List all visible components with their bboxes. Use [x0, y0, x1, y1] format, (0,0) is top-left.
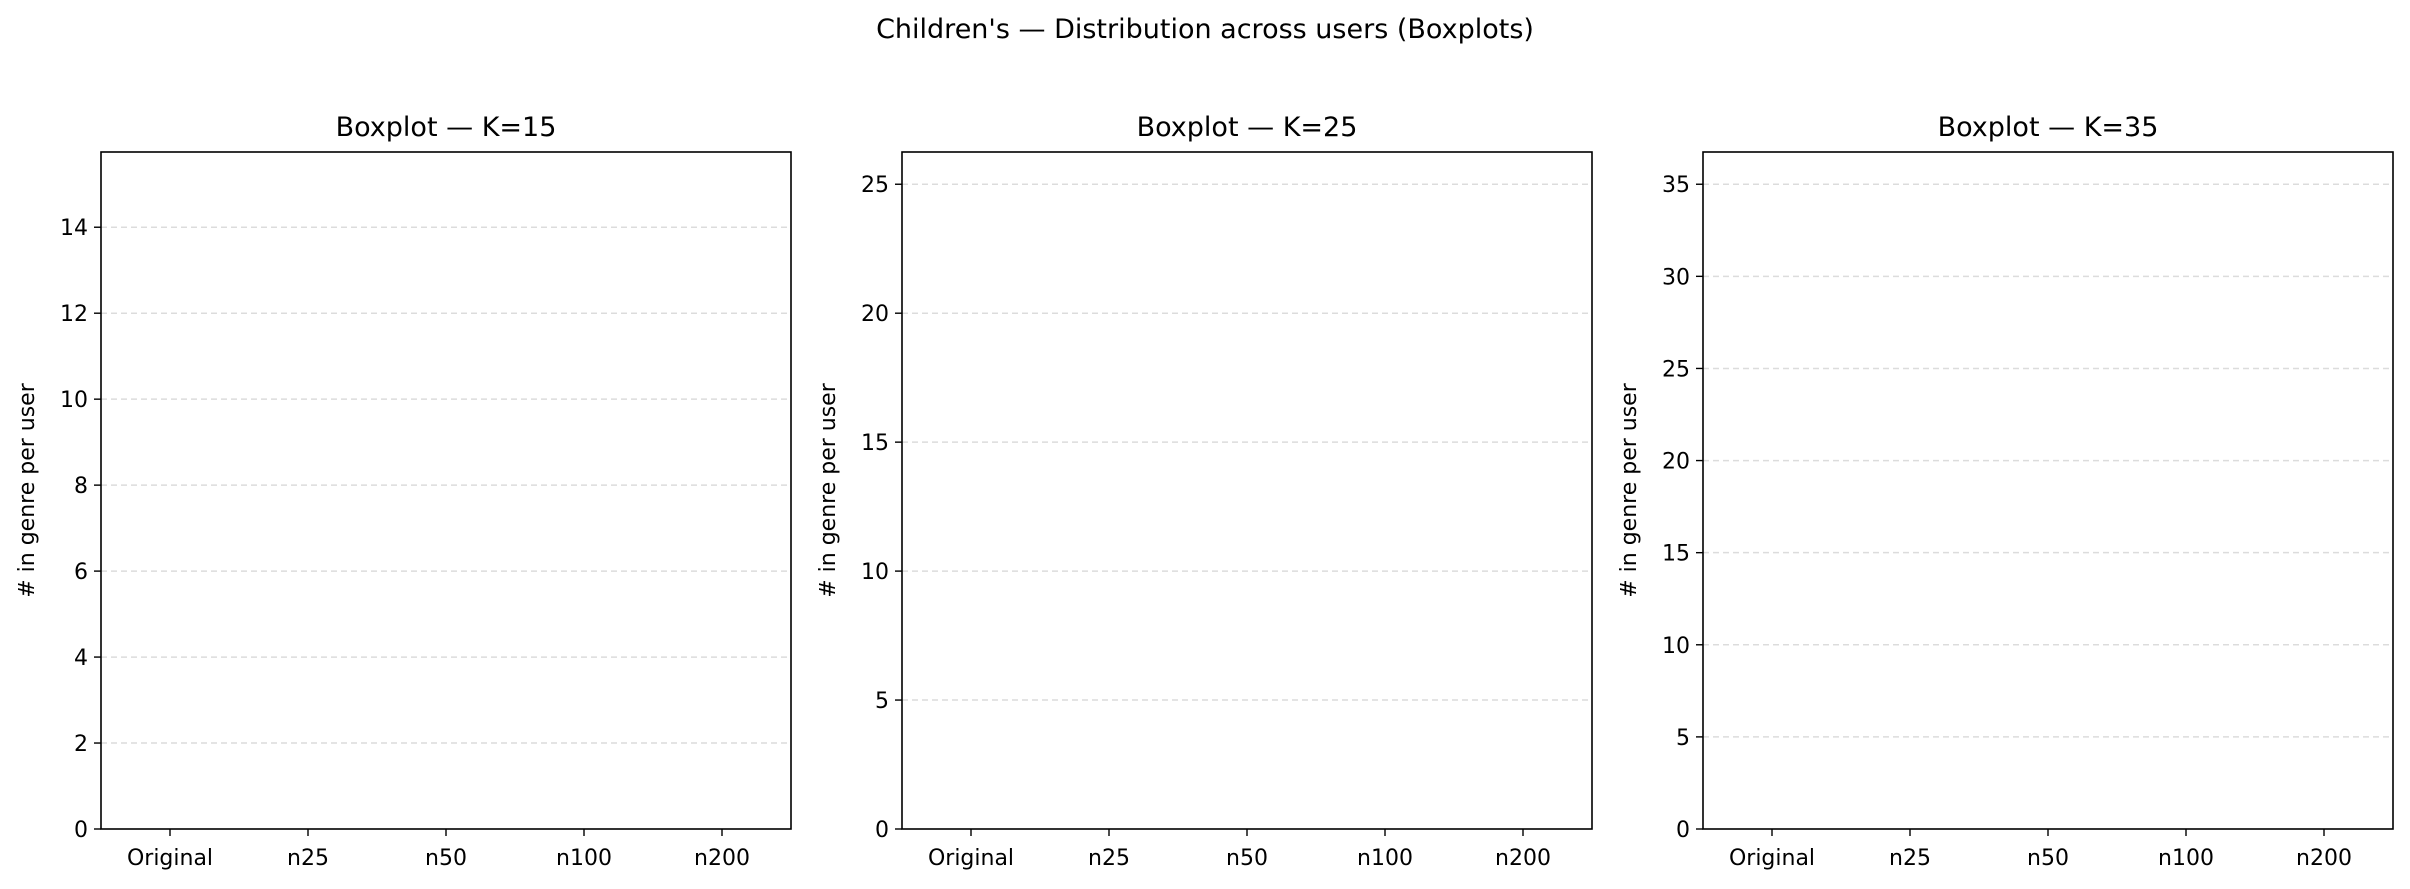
- x-tick-label: n100: [556, 846, 612, 871]
- y-axis-label: # in genre per user: [816, 382, 841, 597]
- y-tick-label: 30: [1662, 265, 1690, 290]
- y-tick-label: 8: [74, 474, 88, 499]
- x-tick-label: n50: [1226, 846, 1268, 871]
- y-tick-label: 15: [1662, 542, 1690, 567]
- figure-title: Children's — Distribution across users (…: [876, 14, 1534, 45]
- x-tick-label: n25: [1088, 846, 1130, 871]
- x-tick-label: n25: [287, 846, 329, 871]
- y-tick-label: 4: [74, 646, 88, 671]
- y-tick-label: 12: [60, 302, 88, 327]
- plot-area-frame: [901, 151, 1593, 830]
- plot-area-frame: [100, 151, 792, 830]
- y-tick-label: 14: [60, 216, 88, 241]
- y-tick-label: 25: [861, 173, 889, 198]
- x-tick-label: n200: [694, 846, 750, 871]
- panel-k25: 0 5 10 15 20 25 Original n25 n50 n100 n200 Boxplot …: [816, 112, 1593, 871]
- y-tick-label: 0: [875, 818, 889, 843]
- plot-area-frame: [1702, 151, 2394, 830]
- y-axis-label: # in genre per user: [1617, 382, 1642, 597]
- x-tick-label: Original: [127, 846, 213, 871]
- y-tick-label: 2: [74, 732, 88, 757]
- y-tick-label: 5: [1676, 726, 1690, 751]
- y-tick-label: 35: [1662, 173, 1690, 198]
- x-tick-label: n25: [1889, 846, 1931, 871]
- panel-k15: 0 2 4 6 8 10 12 14 Original n25 n50 n100 n200 Boxplot…: [15, 112, 792, 871]
- panel-k35: 0 5 10 15 20 25 30 35 Original n25 n50 n100 n200 Boxp…: [1617, 112, 2394, 871]
- y-tick-label: 20: [1662, 450, 1690, 475]
- panel-title: Boxplot — K=25: [1137, 112, 1358, 143]
- panel-title: Boxplot — K=15: [336, 112, 557, 143]
- x-tick-label: n50: [2027, 846, 2069, 871]
- y-tick-label: 15: [861, 431, 889, 456]
- x-tick-label: n100: [1357, 846, 1413, 871]
- y-tick-label: 25: [1662, 357, 1690, 382]
- y-tick-label: 0: [1676, 818, 1690, 843]
- x-tick-label: n100: [2158, 846, 2214, 871]
- x-tick-label: Original: [1729, 846, 1815, 871]
- y-tick-label: 20: [861, 302, 889, 327]
- y-tick-label: 10: [60, 388, 88, 413]
- x-tick-label: n200: [1495, 846, 1551, 871]
- x-tick-label: n200: [2296, 846, 2352, 871]
- x-tick-label: n50: [425, 846, 467, 871]
- y-tick-label: 10: [1662, 634, 1690, 659]
- y-tick-label: 10: [861, 560, 889, 585]
- panel-title: Boxplot — K=35: [1938, 112, 2159, 143]
- y-tick-label: 0: [74, 818, 88, 843]
- y-tick-label: 5: [875, 689, 889, 714]
- y-tick-label: 6: [74, 560, 88, 585]
- y-axis-label: # in genre per user: [15, 382, 40, 597]
- x-tick-label: Original: [928, 846, 1014, 871]
